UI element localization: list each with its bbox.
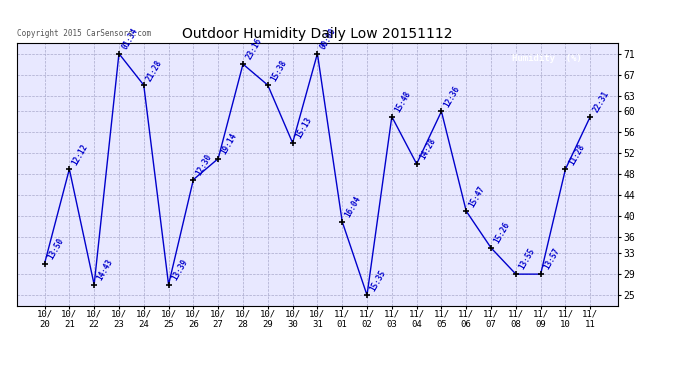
Text: 13:39: 13:39 <box>170 258 189 282</box>
Text: 12:30: 12:30 <box>195 153 214 177</box>
Text: 12:36: 12:36 <box>443 84 462 109</box>
Text: 15:48: 15:48 <box>393 90 413 114</box>
Text: 15:47: 15:47 <box>468 184 487 209</box>
Text: 13:57: 13:57 <box>542 247 561 272</box>
Text: 12:12: 12:12 <box>70 142 90 166</box>
Text: 15:26: 15:26 <box>492 221 512 245</box>
Text: 15:38: 15:38 <box>269 58 288 82</box>
Text: 13:55: 13:55 <box>517 247 536 272</box>
Title: Outdoor Humidity Daily Low 20151112: Outdoor Humidity Daily Low 20151112 <box>182 27 453 40</box>
Text: 14:28: 14:28 <box>418 137 437 161</box>
Text: 14:43: 14:43 <box>95 258 115 282</box>
Text: 16:04: 16:04 <box>344 195 363 219</box>
Text: 01:34: 01:34 <box>120 27 139 51</box>
Text: Copyright 2015 CarSensors.com: Copyright 2015 CarSensors.com <box>17 29 151 38</box>
Text: 21:28: 21:28 <box>145 58 164 82</box>
Text: 19:14: 19:14 <box>219 132 239 156</box>
Text: 23:16: 23:16 <box>244 37 264 62</box>
Text: 15:13: 15:13 <box>294 116 313 140</box>
Text: 11:28: 11:28 <box>566 142 586 166</box>
Text: 15:35: 15:35 <box>368 268 388 292</box>
Text: 22:31: 22:31 <box>591 90 611 114</box>
Text: 13:50: 13:50 <box>46 237 65 261</box>
Text: 00:00: 00:00 <box>319 27 338 51</box>
